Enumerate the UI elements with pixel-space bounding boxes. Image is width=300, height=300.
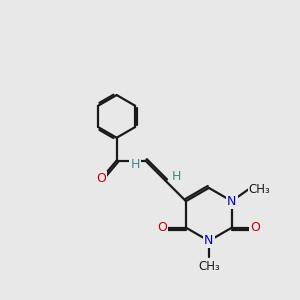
Text: O: O xyxy=(250,221,260,234)
Text: O: O xyxy=(158,221,167,234)
Text: N: N xyxy=(227,195,236,208)
Text: CH₃: CH₃ xyxy=(248,183,270,196)
Text: H: H xyxy=(171,170,181,183)
Text: CH₃: CH₃ xyxy=(198,260,220,273)
Text: N: N xyxy=(204,234,214,248)
Text: H: H xyxy=(130,158,140,172)
Text: O: O xyxy=(96,172,106,185)
